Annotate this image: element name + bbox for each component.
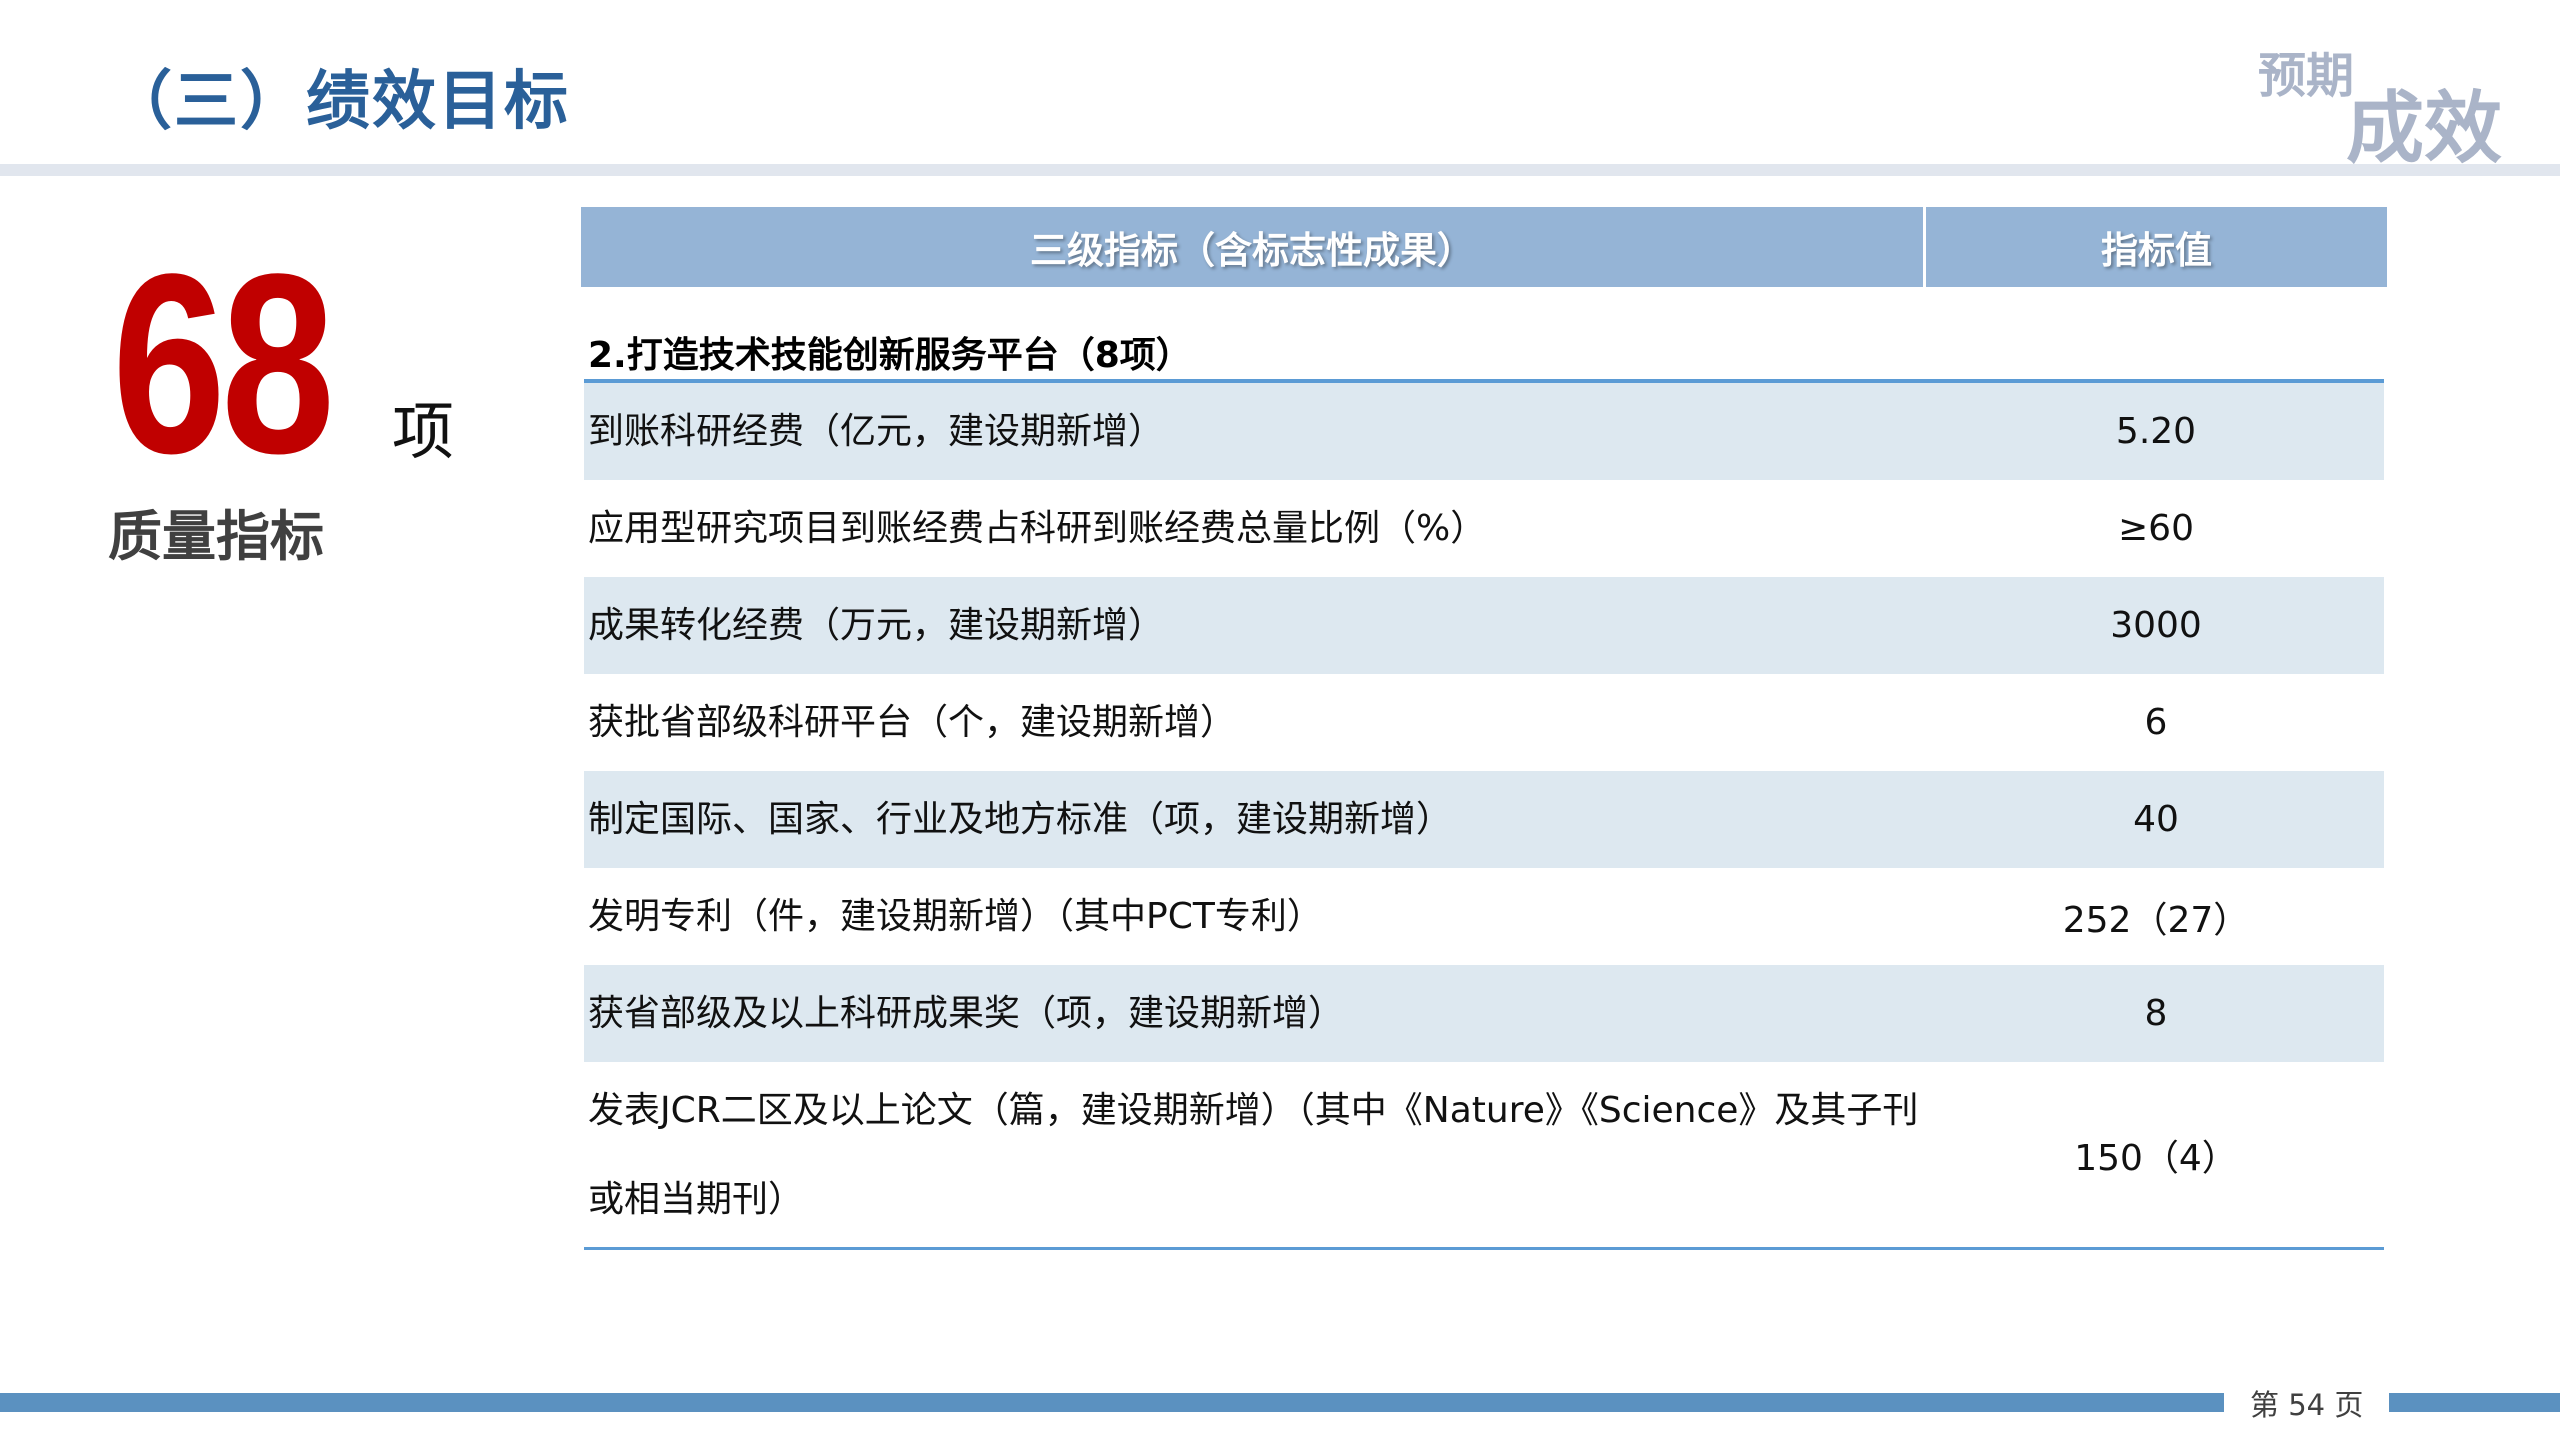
indicator-cell: 应用型研究项目到账经费占科研到账经费总量比例（%） bbox=[588, 507, 1487, 549]
header-divider bbox=[0, 164, 2560, 176]
value-cell: 5.20 bbox=[2115, 411, 2197, 452]
footer-bar-left bbox=[0, 1393, 2224, 1412]
column-header-value: 指标值 bbox=[2101, 229, 2212, 272]
table-row: 制定国际、国家、行业及地方标准（项，建设期新增） 40 bbox=[584, 771, 2384, 868]
value-cell: 150（4） bbox=[2074, 1137, 2238, 1179]
value-cell: 6 bbox=[2144, 702, 2168, 743]
table-body: 到账科研经费（亿元，建设期新增） 5.20 应用型研究项目到账经费占科研到账经费总… bbox=[584, 383, 2384, 1250]
indicator-cell: 发明专利（件，建设期新增）（其中PCT专利） bbox=[588, 895, 1323, 937]
table-header: 三级指标（含标志性成果） 指标值 bbox=[581, 207, 2387, 287]
table-row: 获批省部级科研平台（个，建设期新增） 6 bbox=[584, 674, 2384, 771]
indicator-count: 68 bbox=[112, 221, 335, 507]
table-row: 获省部级及以上科研成果奖（项，建设期新增） 8 bbox=[584, 965, 2384, 1062]
footer-bar-right bbox=[2389, 1393, 2560, 1412]
value-cell: ≥60 bbox=[2118, 508, 2194, 549]
section-divider bbox=[584, 379, 2384, 383]
logo-text-bottom: 成效 bbox=[2346, 84, 2503, 174]
indicator-category-label: 质量指标 bbox=[108, 505, 324, 568]
value-cell: 3000 bbox=[2110, 605, 2202, 646]
table-row: 发明专利（件，建设期新增）（其中PCT专利） 252（27） bbox=[584, 868, 2384, 965]
value-cell: 40 bbox=[2133, 799, 2179, 840]
column-header-indicator: 三级指标（含标志性成果） bbox=[581, 207, 1926, 287]
indicator-cell: 获批省部级科研平台（个，建设期新增） bbox=[588, 701, 1237, 743]
value-cell: 252（27） bbox=[2062, 899, 2250, 941]
value-cell: 8 bbox=[2144, 993, 2168, 1034]
section-title: 2.打造技术技能创新服务平台（8项） bbox=[588, 335, 1192, 376]
indicator-cell: 成果转化经费（万元，建设期新增） bbox=[588, 604, 1165, 646]
table-row: 成果转化经费（万元，建设期新增） 3000 bbox=[584, 577, 2384, 674]
table-row: 发表JCR二区及以上论文（篇，建设期新增）（其中《Nature》《Science… bbox=[584, 1062, 2384, 1250]
logo-text-top: 预期 bbox=[2258, 48, 2355, 104]
indicator-cell: 发表JCR二区及以上论文（篇，建设期新增）（其中《Nature》《Science… bbox=[588, 1089, 1919, 1220]
table-row: 应用型研究项目到账经费占科研到账经费总量比例（%） ≥60 bbox=[584, 480, 2384, 577]
indicator-cell: 获省部级及以上科研成果奖（项，建设期新增） bbox=[588, 992, 1345, 1034]
indicator-cell: 制定国际、国家、行业及地方标准（项，建设期新增） bbox=[588, 798, 1453, 840]
indicator-cell: 到账科研经费（亿元，建设期新增） bbox=[588, 410, 1165, 452]
table-row: 到账科研经费（亿元，建设期新增） 5.20 bbox=[584, 383, 2384, 480]
page-number: 第 54 页 bbox=[2250, 1388, 2364, 1422]
page-title: （三）绩效目标 bbox=[108, 65, 570, 139]
indicator-count-unit: 项 bbox=[392, 395, 455, 468]
